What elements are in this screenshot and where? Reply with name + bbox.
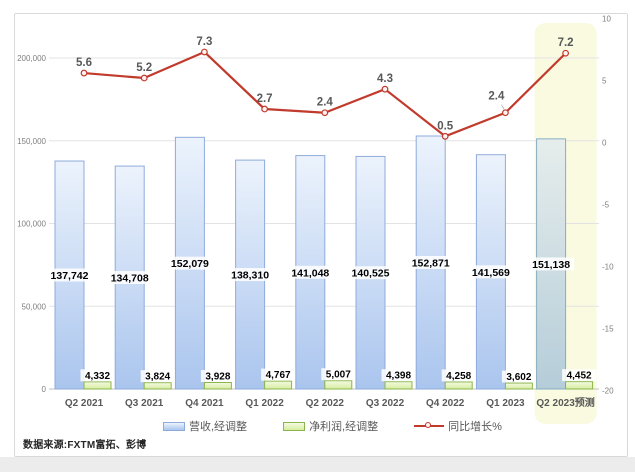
profit-value-label: 4,452: [567, 371, 592, 382]
revenue-value-label: 137,742: [51, 270, 89, 282]
profit-label-bg: [200, 369, 235, 382]
growth-line-swatch-icon: [414, 421, 445, 431]
profit-label-bg: [261, 368, 296, 381]
growth-point-marker: [562, 49, 569, 57]
growth-point-marker: [321, 109, 329, 117]
profit-bar: [384, 381, 413, 390]
growth-point-marker: [140, 74, 148, 82]
revenue-label-bg: [46, 268, 93, 282]
profit-bar: [444, 381, 473, 390]
legend-label-revenue: 营收,经调整: [189, 421, 248, 433]
profit-value-label: 4,398: [386, 371, 411, 382]
chart-card: 200,000 150,000 100,000 50,000 0 10 5 0 -5 -10 -15…: [14, 13, 628, 457]
profit-value-label: 4,258: [446, 371, 471, 382]
revenue-value-label: 140,525: [352, 268, 390, 280]
growth-point-marker: [502, 109, 509, 117]
category-label: Q4 2022: [426, 398, 465, 409]
profit-bar: [203, 381, 232, 390]
revenue-value-label: 141,048: [291, 267, 329, 279]
revenue-value-label: 138,310: [231, 270, 269, 282]
profit-value-label: 4,332: [85, 371, 110, 382]
profit-bar: [83, 381, 112, 390]
right-axis-tick-label: -15: [602, 325, 614, 334]
left-axis-tick-label: 0: [42, 385, 47, 394]
category-label: Q3 2021: [125, 398, 164, 409]
legend-item-profit: 净利润,经调整: [283, 418, 378, 434]
profit-bar: [504, 382, 533, 390]
category-label: Q1 2023: [486, 398, 525, 409]
data-source-note: 数据来源:FXTM富拓、彭博: [23, 440, 147, 451]
right-axis-tick-label: 0: [602, 139, 607, 148]
revenue-label-bg: [347, 266, 394, 280]
growth-point-marker: [80, 69, 88, 77]
growth-point-marker: [261, 105, 269, 113]
right-axis-tick-label: -5: [602, 201, 610, 210]
revenue-value-label: 152,871: [412, 257, 450, 269]
right-axis-tick-label: 10: [602, 15, 611, 24]
profit-label-bg: [321, 368, 356, 381]
revenue-label-bg: [287, 265, 334, 279]
profit-value-label: 3,928: [205, 371, 230, 382]
growth-point-marker: [200, 48, 208, 56]
left-axis-tick-label: 50,000: [22, 302, 47, 311]
revenue-label-bg: [467, 265, 514, 279]
right-axis-tick-label: -10: [602, 263, 614, 272]
legend-item-growth: 同比增长%: [414, 418, 502, 434]
profit-value-label: 4,767: [266, 370, 291, 381]
growth-value-label: 2.4: [317, 97, 334, 109]
chart-legend: 营收,经调整 净利润,经调整 同比增长%: [163, 418, 502, 434]
left-axis-tick-label: 100,000: [17, 220, 46, 229]
left-axis-tick-label: 200,000: [17, 54, 46, 63]
category-label: Q2 2021: [65, 398, 104, 409]
growth-value-label: 2.7: [257, 93, 273, 105]
revenue-value-label: 151,138: [532, 259, 570, 271]
growth-label-leader-line: [500, 104, 505, 110]
right-axis-tick-label: 5: [602, 77, 607, 86]
window-background-strip: [0, 457, 635, 472]
growth-value-label: 7.2: [558, 37, 574, 49]
profit-bar: [565, 381, 594, 390]
revenue-label-bg: [227, 268, 274, 282]
left-axis-tick-label: 150,000: [17, 137, 46, 146]
growth-value-label: 5.2: [136, 62, 152, 74]
category-label: Q2 2022: [306, 398, 345, 409]
profit-label-bg: [140, 370, 175, 383]
revenue-label-bg: [407, 255, 454, 269]
profit-label-bg: [381, 369, 416, 382]
category-label: Q3 2022: [366, 398, 405, 409]
profit-value-label: 3,602: [506, 372, 531, 383]
revenue-label-bg: [106, 271, 153, 285]
legend-item-revenue: 营收,经调整: [163, 418, 247, 434]
profit-label-bg: [562, 369, 597, 382]
revenue-swatch-icon: [163, 421, 185, 431]
growth-point-marker: [441, 132, 449, 140]
revenue-value-label: 134,708: [111, 273, 149, 285]
revenue-value-label: 141,569: [472, 267, 510, 279]
growth-value-label: 5.6: [76, 57, 92, 69]
profit-label-bg: [80, 369, 115, 382]
legend-label-profit: 净利润,经调整: [309, 421, 379, 433]
profit-swatch-icon: [283, 421, 306, 431]
category-label: Q2 2023预测: [536, 396, 594, 409]
growth-value-label: 2.4: [488, 91, 505, 103]
right-axis-tick-label: -20: [602, 387, 614, 396]
growth-value-label: 7.3: [196, 36, 212, 48]
growth-value-label: 4.3: [377, 73, 393, 85]
profit-bar: [324, 380, 353, 390]
profit-bar: [264, 380, 293, 390]
growth-point-marker: [381, 85, 389, 93]
revenue-value-label: 152,079: [171, 258, 209, 270]
category-label: Q4 2021: [185, 398, 224, 409]
revenue-label-bg: [528, 257, 575, 271]
category-label: Q1 2022: [245, 398, 284, 409]
profit-value-label: 3,824: [145, 372, 170, 383]
combo-chart-canvas: 200,000 150,000 100,000 50,000 0 10 5 0 -5 -10 -15…: [17, 15, 614, 424]
growth-value-label: 0.5: [437, 120, 454, 132]
profit-bar: [143, 382, 172, 390]
profit-value-label: 5,007: [326, 370, 351, 381]
revenue-label-bg: [166, 256, 213, 270]
legend-label-growth: 同比增长%: [448, 421, 502, 433]
profit-label-bg: [441, 369, 476, 382]
profit-label-bg: [501, 370, 536, 383]
